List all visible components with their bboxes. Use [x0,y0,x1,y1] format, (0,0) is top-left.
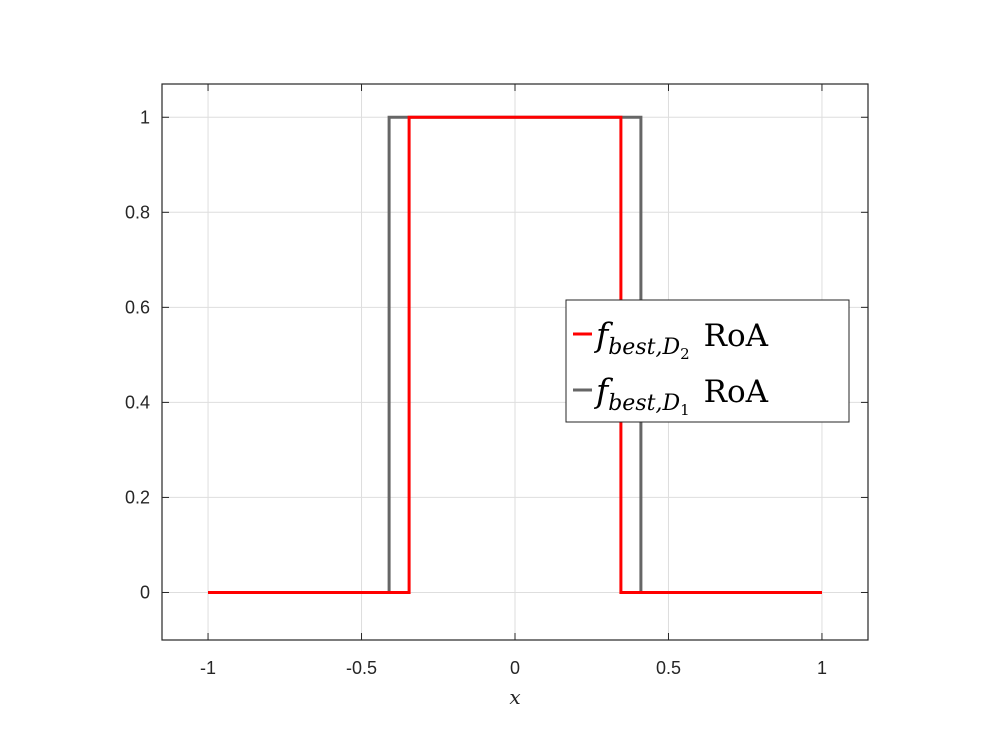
series-line-2 [208,115,822,594]
x-tick-label: 0 [510,658,520,678]
y-tick-label: 0 [140,582,150,602]
ticks: -1 -0.5 0 0.5 1 0 0.2 0.4 0.6 0.8 1 [125,84,868,678]
y-tick-label: 0.6 [125,297,150,317]
y-tick-label: 1 [140,107,150,127]
y-tick-label: 0.8 [125,202,150,222]
legend: fbest,D2 RoA fbest,D1 RoA [565,299,850,423]
y-tick-label: 0.2 [125,487,150,507]
x-axis-label: x [509,685,520,709]
plot-lines [208,115,822,594]
y-tick-label: 0.4 [125,392,150,412]
x-tick-label: -1 [200,658,216,678]
x-tick-label: 0.5 [656,658,681,678]
x-tick-label: 1 [817,658,827,678]
legend-box [565,299,850,423]
legend-entry-label: fbest,D2 RoA [593,315,769,363]
x-tick-label: -0.5 [346,658,377,678]
legend-entry-label: fbest,D1 RoA [593,371,769,419]
